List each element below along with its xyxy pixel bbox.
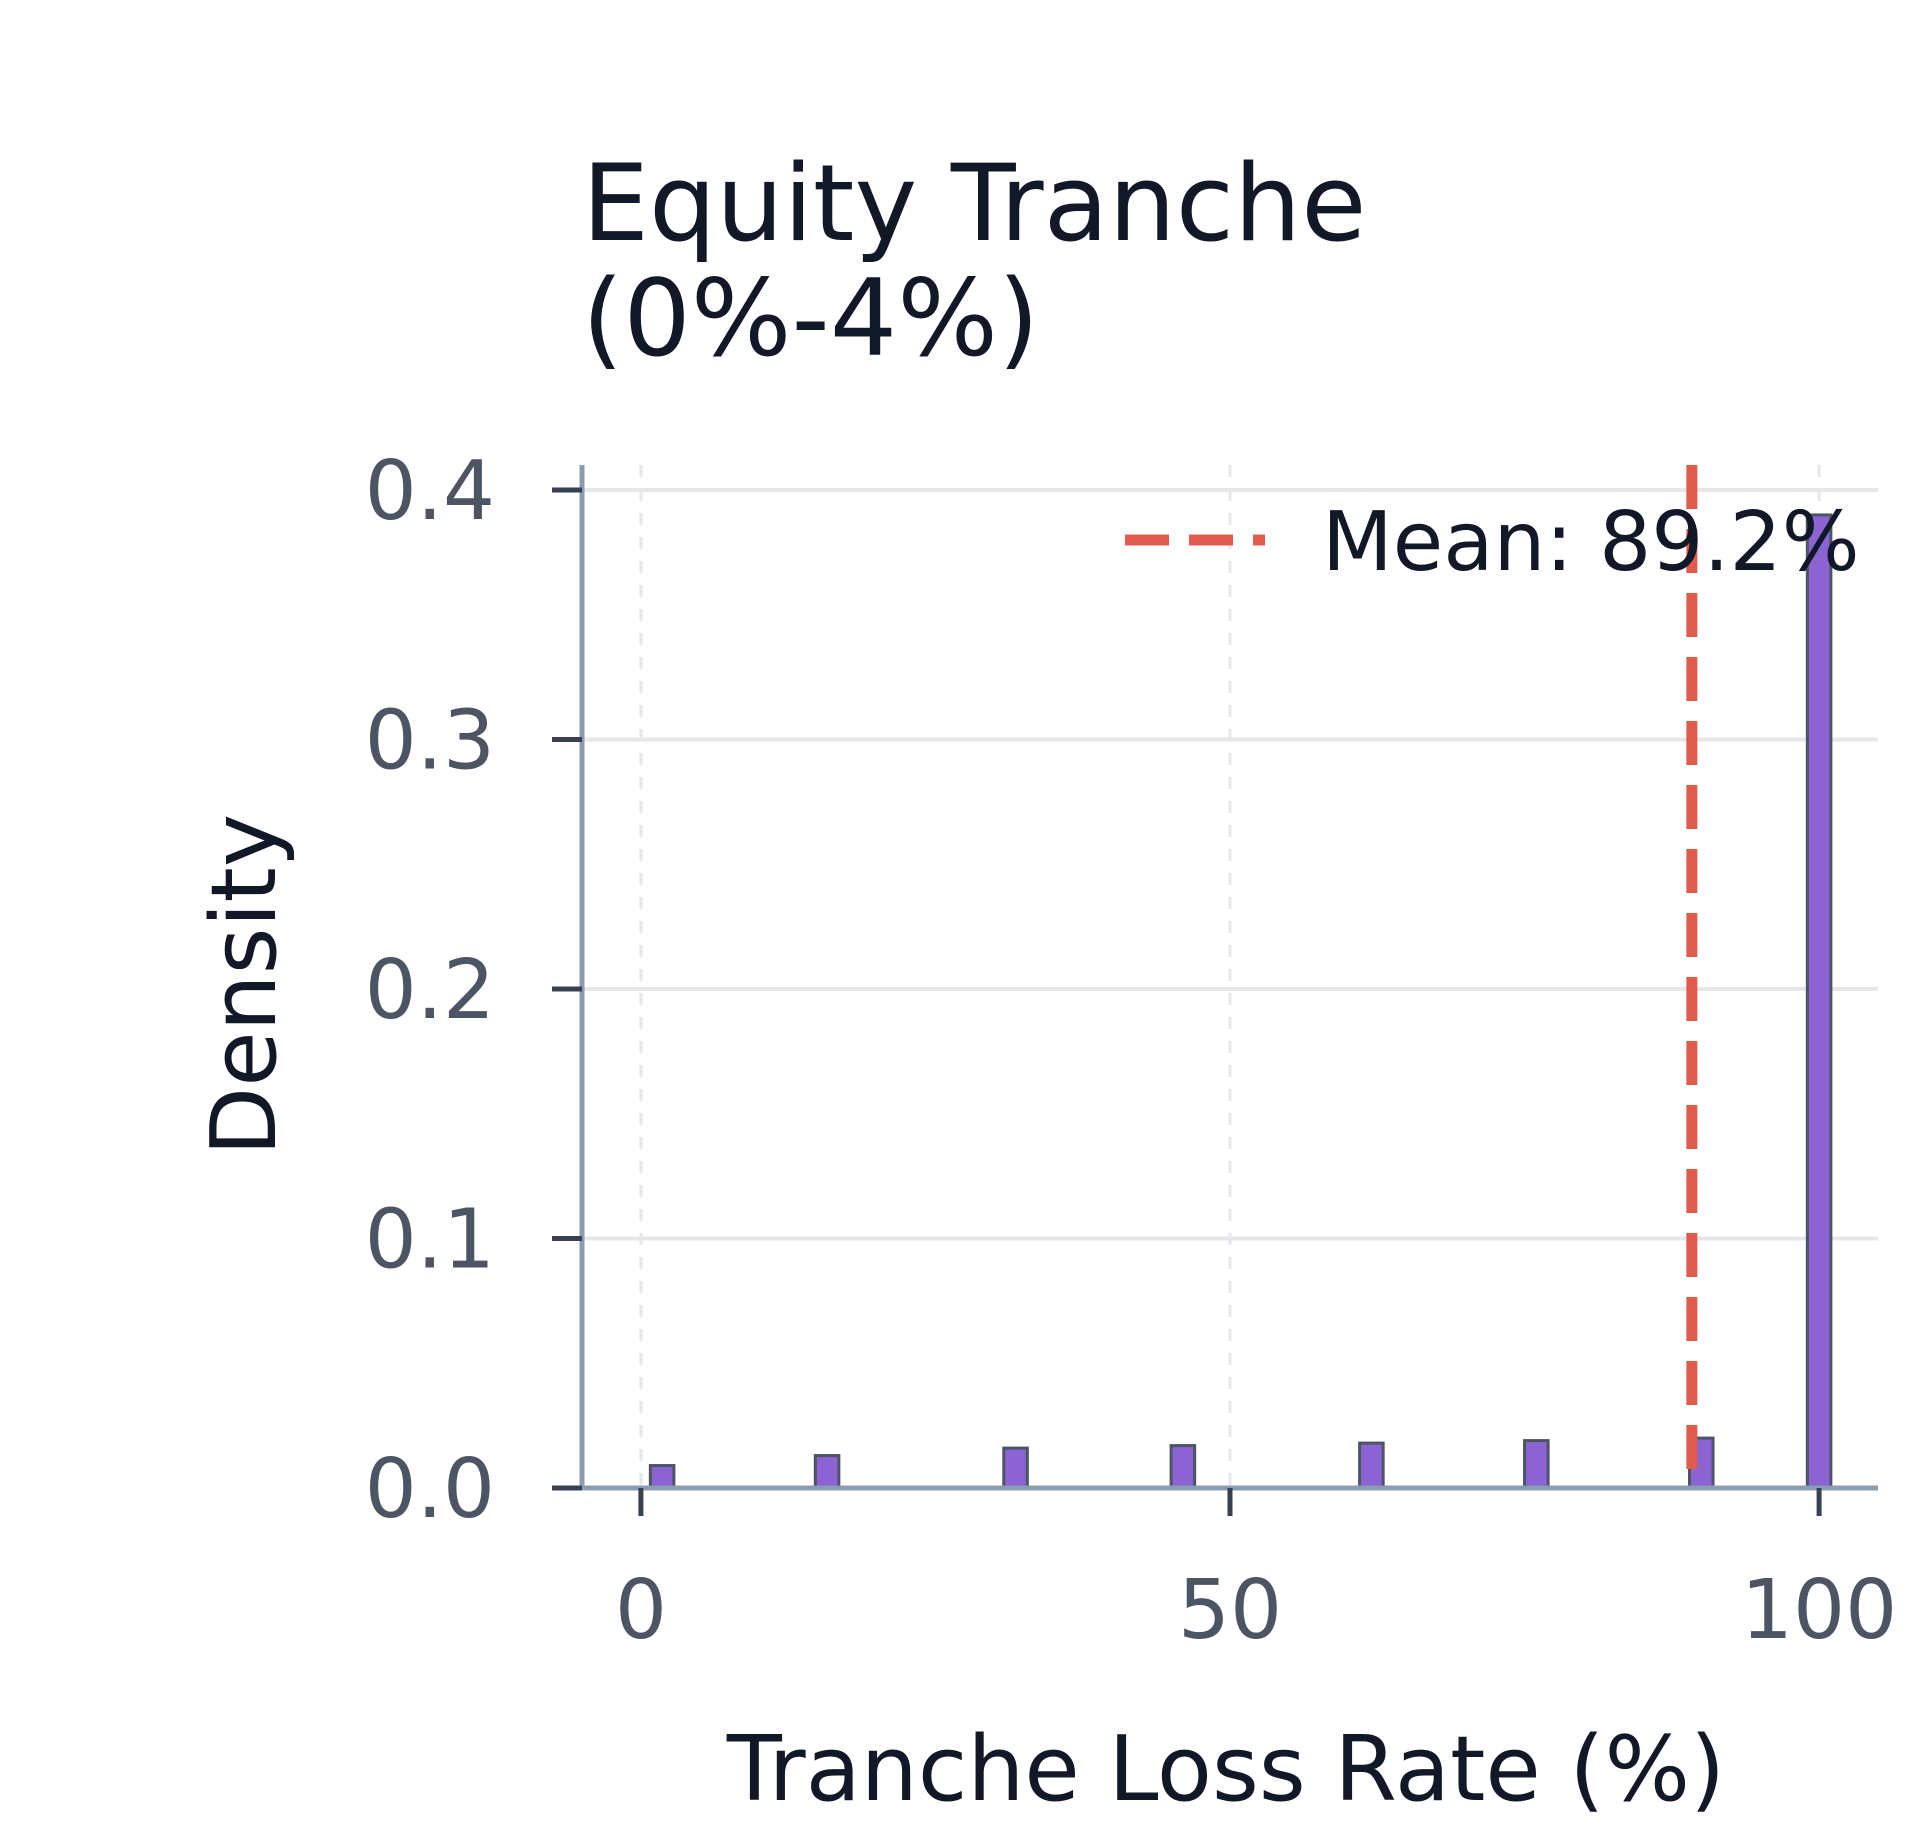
- axis-ticks: 0.0 0.1 0.2 0.3 0.4 0 50 100: [365, 444, 1898, 1658]
- chart-title-line-1: Equity Tranche: [582, 142, 1366, 265]
- y-tick-label-4: 0.4: [365, 444, 495, 539]
- histogram-bar-7: [1805, 513, 1833, 1490]
- x-tick-label-2: 100: [1741, 1563, 1898, 1658]
- y-axis-label: Density: [192, 814, 297, 1156]
- y-tick-label-3: 0.3: [365, 694, 495, 789]
- chart-title-line-2: (0%-4%): [582, 257, 1039, 380]
- x-axis-label: Tranche Loss Rate (%): [726, 1717, 1725, 1822]
- chart-title: Equity Tranche (0%-4%): [582, 142, 1366, 380]
- histogram-bar-1: [813, 1454, 841, 1490]
- histogram-bar-2: [1002, 1446, 1029, 1490]
- histogram-bar-5: [1523, 1439, 1550, 1490]
- legend-mean-label: Mean: 89.2%: [1322, 495, 1860, 590]
- y-tick-label-2: 0.2: [365, 943, 495, 1038]
- histogram-bar-0: [648, 1464, 676, 1490]
- x-tick-label-0: 0: [615, 1563, 667, 1658]
- histogram-bar-3: [1169, 1444, 1197, 1490]
- y-tick-label-0: 0.0: [365, 1442, 495, 1537]
- y-tick-label-1: 0.1: [365, 1193, 495, 1288]
- histogram-bars: [648, 513, 1833, 1490]
- x-tick-label-1: 50: [1178, 1563, 1282, 1658]
- grid: [582, 465, 1878, 1488]
- legend: Mean: 89.2%: [1125, 495, 1860, 590]
- histogram-bar-4: [1358, 1441, 1385, 1490]
